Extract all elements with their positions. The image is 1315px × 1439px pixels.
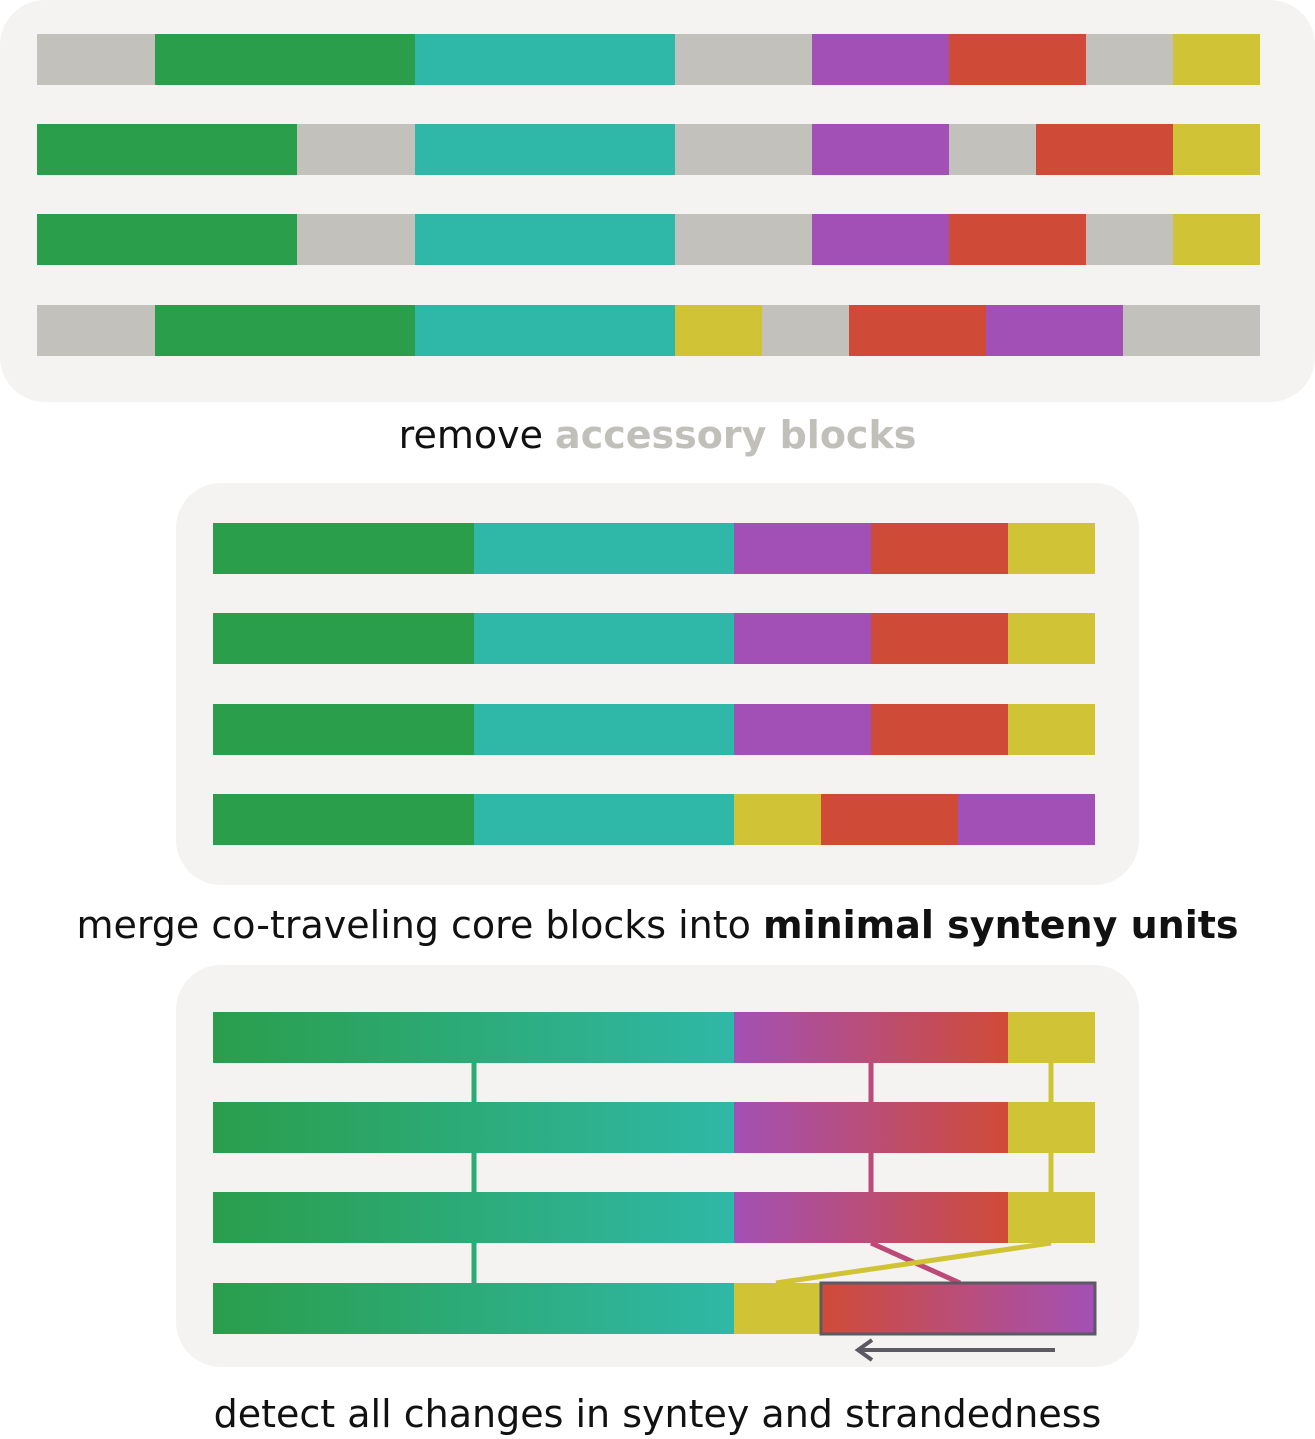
synteny-unit-yellow bbox=[1008, 1192, 1095, 1243]
panel-background bbox=[0, 0, 1315, 402]
core-block-red bbox=[871, 704, 1008, 755]
core-block-red bbox=[1036, 124, 1173, 175]
synteny-unit-purple-red bbox=[734, 1102, 1008, 1153]
core-block-yellow bbox=[1173, 124, 1260, 175]
accessory-block bbox=[675, 34, 812, 85]
genome-row bbox=[213, 1192, 1095, 1243]
panel-core-blocks bbox=[176, 483, 1139, 885]
core-block-teal bbox=[415, 34, 675, 85]
synteny-unit-yellow bbox=[1008, 1012, 1095, 1063]
synteny-unit-red-purple-inverted bbox=[819, 1281, 1097, 1336]
core-block-green bbox=[213, 794, 474, 845]
genome-row bbox=[37, 214, 1260, 265]
core-block-purple bbox=[958, 794, 1095, 845]
accessory-block bbox=[297, 124, 415, 175]
core-block-yellow bbox=[1173, 34, 1260, 85]
accessory-block bbox=[675, 214, 812, 265]
synteny-unit-yellow bbox=[734, 1283, 821, 1334]
core-block-yellow bbox=[1008, 704, 1095, 755]
arrow-head-icon bbox=[854, 1338, 874, 1362]
synteny-unit-purple-red bbox=[734, 1012, 1008, 1063]
panel-synteny-units bbox=[176, 965, 1139, 1367]
panel-background bbox=[176, 483, 1139, 885]
caption-detect-changes: detect all changes in syntey and strande… bbox=[0, 1392, 1315, 1436]
accessory-block bbox=[762, 305, 849, 356]
core-block-teal bbox=[415, 214, 675, 265]
core-block-purple bbox=[812, 124, 949, 175]
caption-text: detect all changes in syntey and strande… bbox=[213, 1392, 1102, 1436]
core-block-purple bbox=[812, 34, 949, 85]
genome-row bbox=[213, 704, 1095, 755]
core-block-red bbox=[849, 305, 986, 356]
core-block-green bbox=[213, 613, 474, 664]
genome-row bbox=[37, 124, 1260, 175]
core-block-teal bbox=[415, 305, 675, 356]
caption-highlight-accessory: accessory blocks bbox=[555, 413, 917, 457]
core-block-green bbox=[213, 523, 474, 574]
core-block-green bbox=[155, 305, 415, 356]
core-block-green bbox=[37, 214, 297, 265]
core-block-yellow bbox=[1008, 613, 1095, 664]
core-block-teal bbox=[415, 124, 675, 175]
core-block-purple bbox=[734, 613, 871, 664]
core-block-red bbox=[949, 34, 1086, 85]
core-block-teal bbox=[474, 704, 734, 755]
core-block-teal bbox=[474, 794, 734, 845]
genome-row bbox=[37, 305, 1260, 356]
core-block-purple bbox=[734, 523, 871, 574]
core-block-green bbox=[155, 34, 415, 85]
core-block-purple bbox=[734, 704, 871, 755]
accessory-block bbox=[675, 124, 812, 175]
genome-row bbox=[37, 34, 1260, 85]
core-block-purple bbox=[986, 305, 1123, 356]
core-block-yellow bbox=[675, 305, 762, 356]
core-block-red bbox=[871, 613, 1008, 664]
caption-text: remove bbox=[398, 413, 556, 457]
panel-accessory-genomes bbox=[0, 0, 1315, 402]
core-block-red bbox=[821, 794, 958, 845]
caption-highlight-synteny-units: minimal synteny units bbox=[762, 903, 1239, 947]
genome-row bbox=[213, 1012, 1095, 1063]
genome-row bbox=[213, 794, 1095, 845]
genome-row bbox=[213, 523, 1095, 574]
synteny-unit-yellow bbox=[1008, 1102, 1095, 1153]
core-block-red bbox=[949, 214, 1086, 265]
synteny-unit-green-teal bbox=[213, 1012, 734, 1063]
accessory-block bbox=[949, 124, 1036, 175]
core-block-yellow bbox=[734, 794, 821, 845]
core-block-teal bbox=[474, 523, 734, 574]
core-block-yellow bbox=[1173, 214, 1260, 265]
synteny-unit-green-teal bbox=[213, 1102, 734, 1153]
synteny-unit-green-teal bbox=[213, 1192, 734, 1243]
core-block-green bbox=[37, 124, 297, 175]
genome-row bbox=[213, 613, 1095, 664]
strand-inversion-arrow bbox=[854, 1338, 1055, 1362]
core-block-green bbox=[213, 704, 474, 755]
accessory-block bbox=[1086, 34, 1173, 85]
synteny-unit-green-teal bbox=[213, 1283, 734, 1334]
accessory-block bbox=[37, 34, 155, 85]
caption-merge-core-blocks: merge co-traveling core blocks into mini… bbox=[0, 903, 1315, 947]
core-block-purple bbox=[812, 214, 949, 265]
genome-row bbox=[213, 1102, 1095, 1153]
link-yellow-moved bbox=[775, 1240, 1052, 1286]
caption-remove-accessory: remove accessory blocks bbox=[0, 413, 1315, 457]
core-block-yellow bbox=[1008, 523, 1095, 574]
accessory-block bbox=[1086, 214, 1173, 265]
synteny-unit-purple-red bbox=[734, 1192, 1008, 1243]
core-block-red bbox=[871, 523, 1008, 574]
accessory-block bbox=[1123, 305, 1260, 356]
accessory-block bbox=[37, 305, 155, 356]
core-block-teal bbox=[474, 613, 734, 664]
caption-text: merge co-traveling core blocks into bbox=[76, 903, 763, 947]
accessory-block bbox=[297, 214, 415, 265]
genome-row bbox=[213, 1281, 1097, 1336]
